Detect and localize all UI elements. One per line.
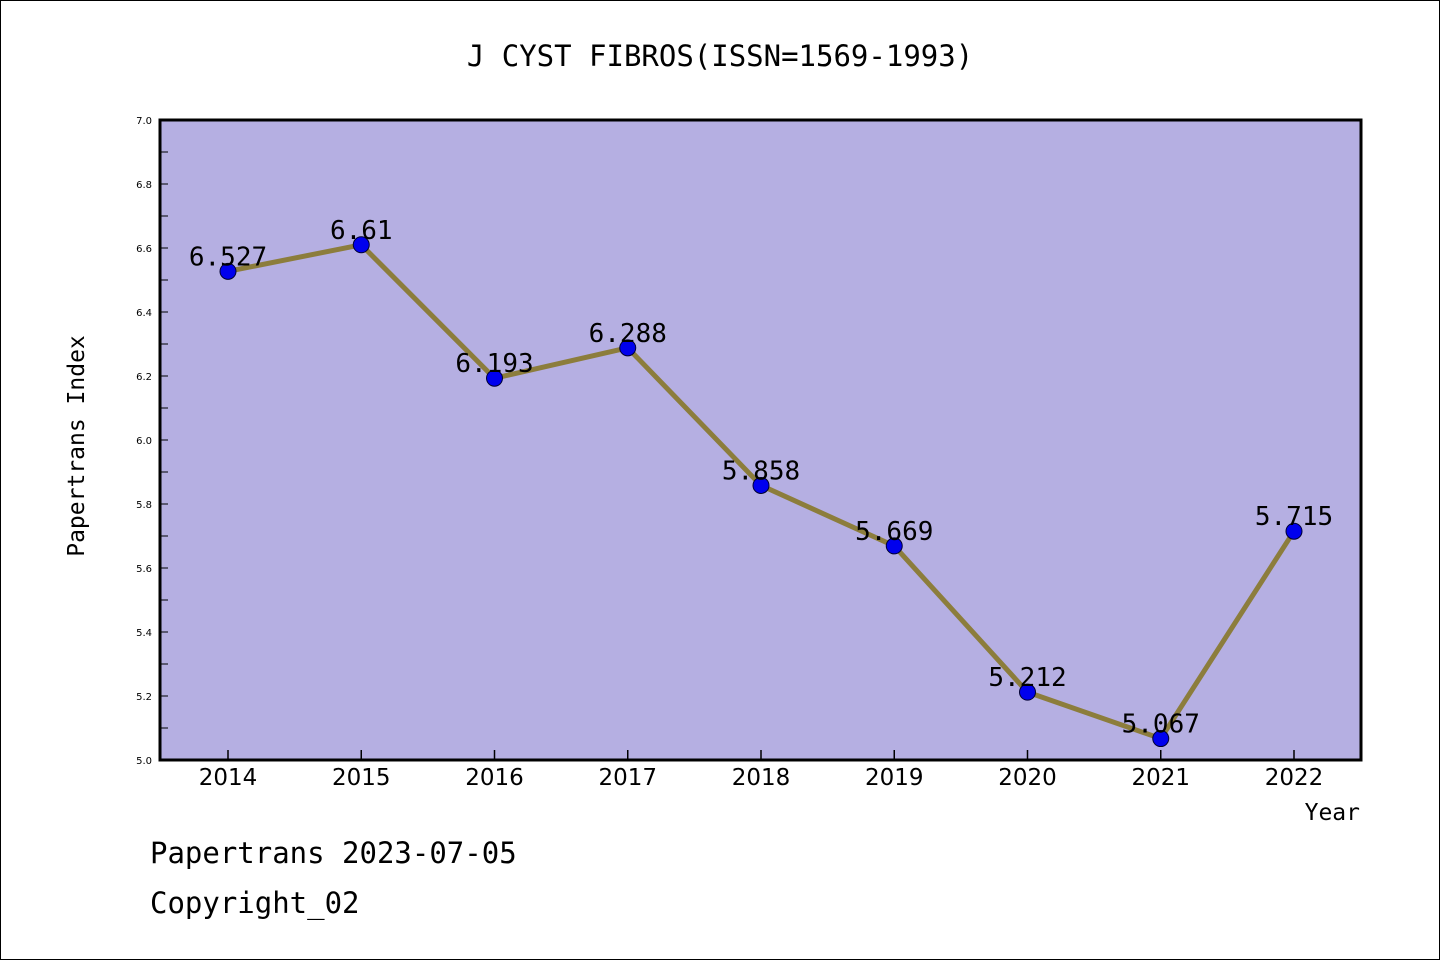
data-point	[486, 369, 503, 387]
data-label: 6.61	[330, 216, 393, 246]
y-tick-label: 6.8	[136, 180, 152, 191]
x-tick-label: 2015	[332, 765, 391, 791]
data-point	[885, 537, 903, 555]
x-tick-label: 2014	[199, 765, 258, 791]
y-tick-label: 6.6	[136, 244, 152, 255]
footer-date: Papertrans 2023-07-05	[150, 836, 517, 870]
x-axis: 2014 2015 2016 2017 2018 2019 2020 2021 2022	[199, 750, 1324, 791]
series-markers	[219, 236, 1303, 748]
data-label: 5.669	[855, 517, 933, 547]
x-tick-label: 2020	[998, 765, 1057, 791]
footer-copyright: Copyright_02	[150, 886, 360, 920]
x-axis-title: Year	[1305, 800, 1360, 826]
data-label: 6.193	[455, 349, 533, 379]
y-tick-label: 5.8	[136, 500, 152, 511]
x-tick-label: 2016	[465, 765, 524, 791]
data-point	[1285, 522, 1303, 540]
data-label: 6.288	[589, 319, 667, 349]
data-point	[352, 236, 370, 254]
x-tick-label: 2021	[1131, 765, 1190, 791]
y-tick-label: 5.4	[136, 628, 152, 639]
data-point	[752, 476, 770, 494]
y-tick-label: 6.2	[136, 372, 152, 383]
data-point	[219, 262, 237, 280]
y-tick-label: 5.2	[136, 692, 152, 703]
y-tick-label: 5.0	[136, 756, 152, 767]
data-point	[1019, 683, 1036, 701]
x-tick-label: 2017	[598, 765, 657, 791]
y-tick-label: 5.6	[136, 564, 152, 575]
y-axis-title: Papertrans Index	[64, 335, 90, 557]
data-label: 6.527	[189, 242, 267, 272]
x-tick-label: 2022	[1265, 765, 1324, 791]
data-point	[1152, 730, 1170, 748]
chart-title: J CYST FIBROS(ISSN=1569-1993)	[467, 39, 973, 73]
y-tick-label: 6.0	[136, 436, 152, 447]
y-axis: 5.0 5.2 5.4 5.6 5.8 6.0 6.2 6.4 6.6 6.8 7.0	[136, 116, 168, 767]
data-point	[619, 339, 637, 357]
plot-area	[158, 118, 1363, 762]
x-tick-label: 2019	[865, 765, 924, 791]
y-tick-label: 6.4	[136, 308, 152, 319]
data-label: 5.212	[988, 663, 1066, 693]
data-label: 5.067	[1122, 710, 1200, 740]
y-tick-label: 7.0	[136, 116, 152, 127]
x-tick-label: 2018	[732, 765, 791, 791]
data-label: 5.715	[1255, 502, 1333, 532]
data-label: 5.858	[722, 456, 800, 486]
data-labels: 6.527 6.61 6.193 6.288 5.858 5.669 5.212 5.067 5…	[189, 216, 1333, 740]
